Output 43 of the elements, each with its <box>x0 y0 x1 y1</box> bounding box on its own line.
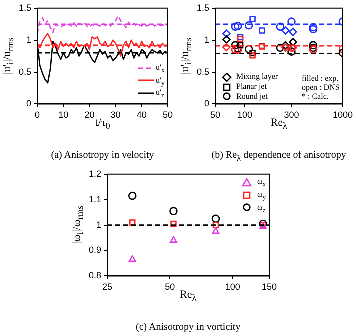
text: (b) Re$_{λ}$ dependence of anisotropy <box>212 150 346 163</box>
x-tick-label: 0 <box>35 110 40 120</box>
x-axis-title: Re$_{λ}$ <box>180 289 197 304</box>
annotation: filled : exp. <box>302 74 340 84</box>
y-tick-label: 1 <box>26 34 32 45</box>
y-tick-label: 1.5 <box>196 2 210 13</box>
y-tick-label: 1 <box>96 220 102 230</box>
y-tick-label: 1.5 <box>18 2 32 13</box>
x-tick-label: 50 <box>210 110 221 120</box>
legend-label: ω$_{x}$ <box>256 177 266 189</box>
legend-label: Round jet <box>236 92 268 100</box>
text: (c) Anisotropy in vorticity <box>136 322 241 333</box>
y-tick-label: 0 <box>204 98 210 109</box>
legend-label: u'$_{z}$ <box>155 88 164 100</box>
legend-label: ω$_{z}$ <box>256 202 266 214</box>
y-tick-label: 0 <box>26 98 32 109</box>
y-tick-label: 1.1 <box>88 194 102 204</box>
text: (a) Anisotropy in velocity <box>51 150 154 161</box>
annotation: * : Calc. <box>302 92 330 102</box>
legend-label: u'$_{x}$ <box>155 63 165 75</box>
x-tick-label: 1000 <box>332 110 354 120</box>
x-tick-label: 40 <box>136 110 147 120</box>
x-axis-title: t/τ$_{0}$ <box>95 117 110 132</box>
y-tick-label: 1.2 <box>88 168 102 179</box>
legend-label: ω$_{y}$ <box>256 190 266 202</box>
y-tick-label: 0.9 <box>88 245 102 256</box>
x-tick-label: 25 <box>102 282 113 292</box>
legend-label: Mixing layer <box>236 72 278 82</box>
x-tick-label: 100 <box>225 282 240 292</box>
x-tick-label: 50 <box>162 110 174 120</box>
legend-label: Planar jet <box>236 82 267 91</box>
y-tick-label: 1 <box>204 34 210 45</box>
y-tick-label: 0.8 <box>88 270 102 281</box>
x-tick-label: 10 <box>58 110 69 120</box>
x-tick-label: 30 <box>110 110 121 120</box>
x-tick-label: 20 <box>84 110 95 120</box>
y-tick-label: 0.5 <box>18 66 32 77</box>
annotation: open : DNS <box>302 83 340 92</box>
legend-label: u'$_{y}$ <box>155 76 165 88</box>
x-tick-label: 150 <box>262 282 278 292</box>
y-tick-label: 0.5 <box>196 66 210 77</box>
x-tick-label: 50 <box>165 282 176 292</box>
x-tick-label: 100 <box>237 110 253 120</box>
